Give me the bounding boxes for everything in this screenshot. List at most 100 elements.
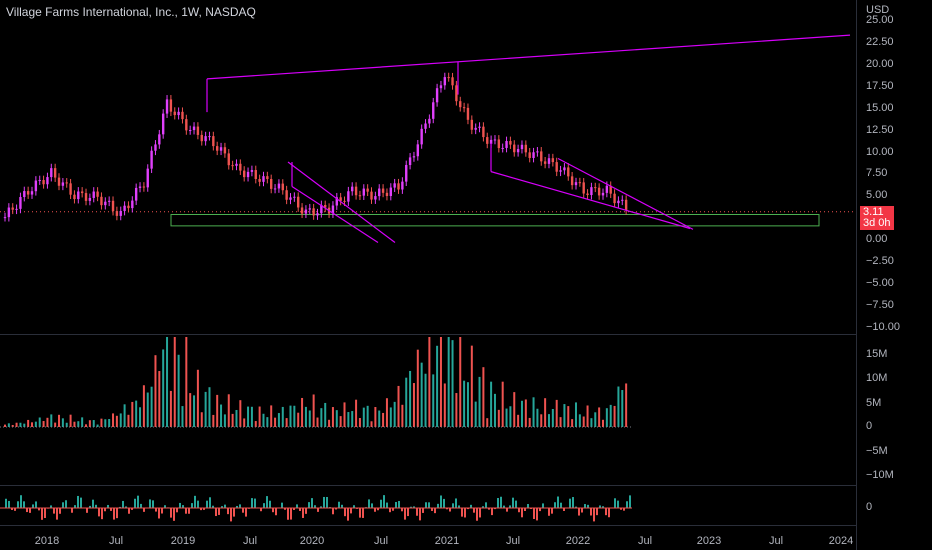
oscillator-bar (269, 500, 271, 509)
time-tick-label: Jul (768, 535, 784, 547)
volume-bar (34, 421, 37, 427)
volume-bar (609, 404, 612, 427)
price-chart[interactable] (0, 0, 856, 550)
oscillator-bar (41, 508, 43, 520)
oscillator-bar (173, 508, 175, 521)
volume-bar (270, 405, 273, 427)
oscillator-bar (332, 508, 334, 515)
oscillator-bar (536, 508, 538, 521)
chart-title: Village Farms International, Inc., 1W, N… (6, 5, 256, 19)
candle-body (513, 144, 516, 153)
volume-bar (474, 401, 477, 427)
volume-bar (119, 413, 122, 427)
candle-body (432, 102, 435, 119)
candle-body (134, 187, 138, 201)
last-price-badge: 3.11 3d 0h (860, 206, 894, 230)
volume-bar (501, 381, 504, 427)
oscillator-bar (440, 495, 442, 509)
candle-body (188, 130, 192, 132)
candle-body (250, 170, 254, 172)
price-tick-label: 12.50 (866, 123, 894, 136)
volume-bar (559, 417, 562, 427)
candle-body (520, 144, 524, 150)
volume-bar (605, 408, 608, 427)
oscillator-bar (86, 508, 88, 513)
volume-bar (196, 369, 199, 427)
oscillator-bar (584, 504, 586, 509)
oscillator-bar (158, 508, 160, 519)
candle-body (293, 196, 296, 198)
volume-bar (65, 422, 68, 427)
time-tick-label: 2020 (299, 535, 325, 547)
candle-body (362, 188, 365, 196)
volume-bar (77, 421, 80, 427)
oscillator-bar (416, 508, 418, 516)
oscillator-bar (137, 495, 139, 509)
volume-bar (127, 414, 130, 427)
volume-bar (405, 377, 408, 427)
time-tick-label: 2024 (828, 535, 854, 547)
volume-bar (301, 397, 304, 427)
candle-body (478, 126, 481, 128)
pane-separator[interactable] (0, 334, 856, 335)
oscillator-bar (548, 508, 550, 516)
candle-body (150, 150, 153, 169)
oscillator-bar (134, 498, 136, 509)
candle-body (92, 191, 95, 198)
volume-bar (100, 418, 103, 427)
candle-body (416, 144, 420, 157)
resistance-trendline (206, 34, 851, 80)
oscillator-bar (293, 508, 295, 510)
volume-bar (497, 409, 500, 427)
volume-bar (617, 386, 620, 427)
candle-body (374, 196, 377, 200)
candle-body (80, 191, 84, 194)
volume-bar (528, 417, 531, 427)
oscillator-bar (407, 508, 409, 517)
oscillator-bar (386, 502, 388, 509)
price-tick-label: −10.00 (866, 320, 900, 333)
oscillator-bar (308, 502, 310, 509)
volume-bar (297, 412, 300, 427)
oscillator-bar (338, 501, 340, 509)
candle-body (69, 183, 72, 195)
candle-body (23, 191, 26, 198)
oscillator-bar (155, 508, 157, 512)
oscillator-bar (509, 505, 511, 509)
volume-bar (393, 401, 396, 427)
time-tick-label: Jul (108, 535, 124, 547)
volume-bar (509, 406, 512, 427)
candle-body (335, 197, 338, 206)
price-axis[interactable] (856, 0, 932, 550)
oscillator-bar (419, 508, 421, 521)
volume-bar (181, 406, 184, 427)
oscillator-bar (206, 500, 208, 509)
volume-bar (27, 419, 30, 427)
oscillator-bar (77, 495, 79, 509)
oscillator-bar (617, 500, 619, 509)
candle-body (590, 187, 593, 196)
volume-bar (231, 413, 234, 427)
oscillator-bar (398, 500, 400, 509)
oscillator-bar (221, 506, 223, 509)
volume-bar (46, 417, 49, 427)
volume-bar (61, 418, 64, 427)
oscillator-bar (614, 498, 616, 509)
oscillator-bar (500, 496, 502, 509)
oscillator-bar (461, 508, 463, 517)
pane-separator[interactable] (0, 485, 856, 486)
candle-body (281, 183, 284, 191)
volume-bar (347, 412, 350, 427)
oscillator-bar (371, 503, 373, 509)
oscillator-bar (629, 495, 631, 509)
oscillator-bar (320, 506, 322, 509)
oscillator-bar (422, 508, 424, 513)
oscillator-bar (161, 508, 163, 514)
oscillator-bar (14, 508, 16, 511)
candle-body (297, 196, 300, 208)
oscillator-bar (341, 504, 343, 509)
candle-body (451, 77, 454, 86)
oscillator-bar (239, 504, 241, 509)
volume-bar (594, 412, 597, 427)
candle-body (613, 193, 616, 204)
